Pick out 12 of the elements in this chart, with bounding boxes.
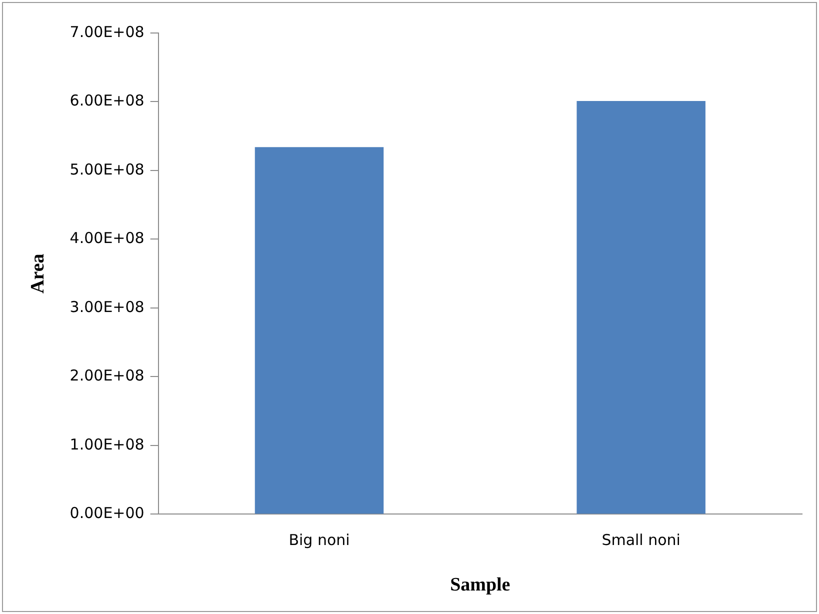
y-tick-label: 7.00E+08 <box>70 22 144 41</box>
x-axis-title: Sample <box>450 574 510 596</box>
y-tick-label: 3.00E+08 <box>70 298 144 316</box>
y-tick-label: 5.00E+08 <box>70 160 144 178</box>
y-tick-label: 2.00E+08 <box>70 366 144 385</box>
y-tick-label: 1.00E+08 <box>70 435 144 454</box>
y-axis-title: Area <box>27 253 48 294</box>
x-tick-label: Small noni <box>602 531 680 550</box>
y-tick-label: 0.00E+00 <box>70 504 144 522</box>
x-tick-label: Big noni <box>288 531 350 550</box>
y-tick-label: 4.00E+08 <box>70 229 144 248</box>
y-tick-label: 6.00E+08 <box>70 92 144 110</box>
